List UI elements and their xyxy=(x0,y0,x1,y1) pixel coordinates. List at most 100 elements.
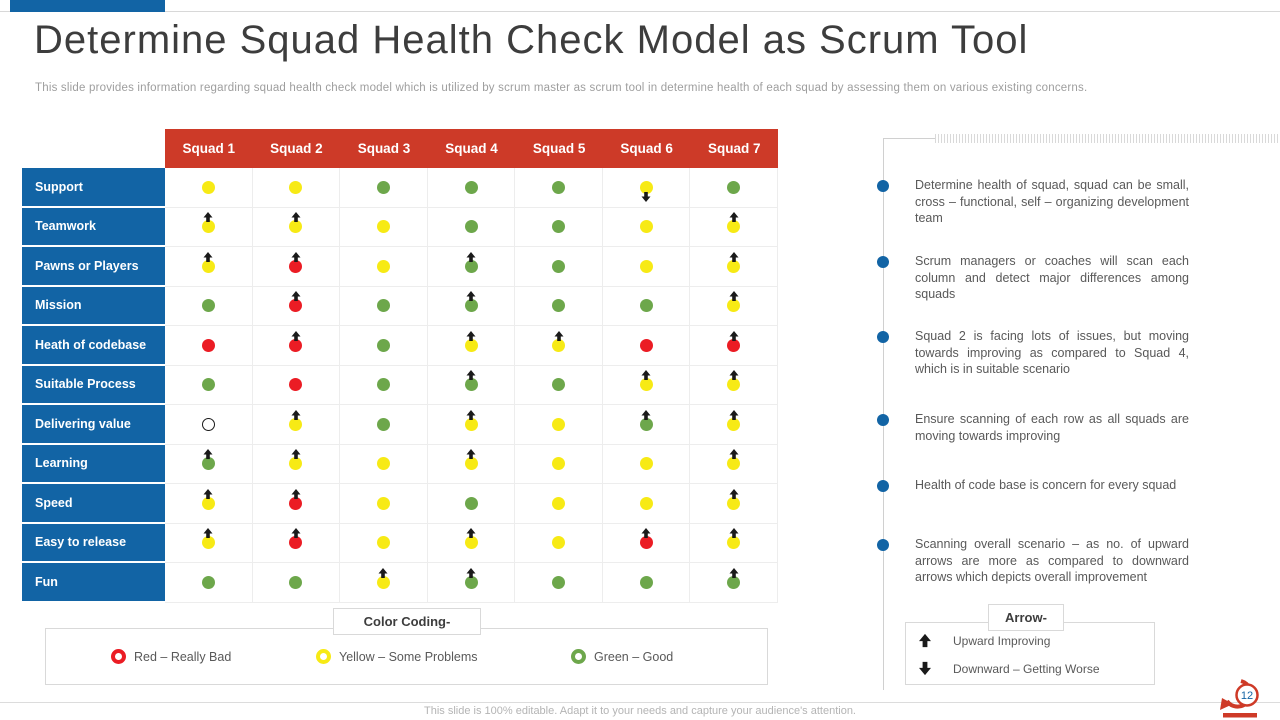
matrix-cell xyxy=(515,365,603,405)
matrix-cell xyxy=(602,523,691,563)
up-arrow-icon xyxy=(203,528,213,539)
status-dot-green xyxy=(727,180,741,194)
bullet-text: Ensure scanning of each row as all squad… xyxy=(915,412,1189,443)
bullet-text: Squad 2 is facing lots of issues, but mo… xyxy=(915,329,1189,376)
up-arrow-icon xyxy=(291,528,301,539)
up-arrow-icon xyxy=(918,633,931,648)
matrix-cell xyxy=(340,405,428,445)
matrix-cell xyxy=(515,247,603,287)
up-arrow-wrapper xyxy=(918,631,931,650)
status-dot-green xyxy=(464,370,478,392)
loop-arrowhead xyxy=(1220,698,1233,710)
matrix-cell xyxy=(252,326,341,366)
up-arrow-icon xyxy=(291,409,301,420)
up-arrow-icon xyxy=(378,567,388,578)
status-dot-yellow xyxy=(464,409,478,431)
status-dot-yellow xyxy=(552,457,566,471)
up-arrow-icon xyxy=(291,488,301,499)
status-dot-yellow xyxy=(639,370,653,392)
up-arrow-icon xyxy=(203,212,213,223)
top-divider-line xyxy=(0,11,1280,12)
matrix-cell xyxy=(690,207,779,247)
arrow-legend-label: Downward – Getting Worse xyxy=(953,661,1100,676)
matrix-cell xyxy=(602,444,691,484)
matrix-cell xyxy=(602,365,691,405)
table-row: Pawns or Players xyxy=(22,247,779,287)
status-dot-green xyxy=(376,180,390,194)
matrix-cell xyxy=(690,365,779,405)
matrix-cell xyxy=(252,207,341,247)
status-dot-yellow xyxy=(289,409,303,431)
status-dot-green xyxy=(552,220,566,234)
up-arrow-icon xyxy=(729,528,739,539)
up-arrow-icon xyxy=(466,409,476,420)
status-dot-green xyxy=(464,251,478,273)
status-dot-yellow xyxy=(289,449,303,471)
page-subtitle: This slide provides information regardin… xyxy=(35,82,1088,94)
status-dot-yellow xyxy=(201,251,215,273)
up-arrow-icon xyxy=(291,212,301,223)
bullet-item: Squad 2 is facing lots of issues, but mo… xyxy=(877,328,1189,378)
status-dot-red xyxy=(289,378,303,392)
matrix-cell xyxy=(340,523,428,563)
bullet-dot-icon xyxy=(877,180,889,192)
bullet-item: Scanning overall scenario – as no. of up… xyxy=(877,536,1189,586)
column-header: Squad 3 xyxy=(357,141,411,156)
color-coding-legend: Red – Really Bad Yellow – Some Problems Gr… xyxy=(45,628,768,685)
status-dot-yellow xyxy=(289,212,303,234)
status-dot-yellow xyxy=(464,449,478,471)
matrix-cell xyxy=(252,365,341,405)
matrix-cell xyxy=(252,405,341,445)
status-dot-green xyxy=(376,338,390,352)
health-check-matrix: Squad 1 Squad 2 Squad 3 Squad 4 Squad 5 Squad… xyxy=(22,129,779,603)
status-dot-green xyxy=(552,378,566,392)
matrix-cell xyxy=(515,563,603,603)
status-dot-yellow xyxy=(376,567,390,589)
status-dot-yellow xyxy=(464,330,478,352)
status-dot-yellow xyxy=(552,417,566,431)
status-dot-red xyxy=(289,528,303,550)
up-arrow-icon xyxy=(554,330,564,341)
status-dot-red xyxy=(289,488,303,510)
bullet-dot-icon xyxy=(877,480,889,492)
up-arrow-icon xyxy=(466,449,476,460)
matrix-cell xyxy=(165,168,253,208)
matrix-cell xyxy=(690,484,779,524)
panel-horizontal-line xyxy=(883,138,935,139)
matrix-cell xyxy=(165,444,253,484)
up-arrow-icon xyxy=(466,528,476,539)
status-dot-green xyxy=(639,299,653,313)
color-legend-item: Red – Really Bad xyxy=(111,649,231,664)
status-dot-green xyxy=(464,496,478,510)
matrix-cell xyxy=(165,286,253,326)
matrix-cell xyxy=(690,326,779,366)
matrix-cell xyxy=(690,168,779,208)
matrix-cell xyxy=(427,405,516,445)
matrix-cell xyxy=(165,405,253,445)
page-title: Determine Squad Health Check Model as Sc… xyxy=(34,18,1029,62)
up-arrow-icon xyxy=(466,291,476,302)
status-dot-yellow xyxy=(639,180,653,202)
table-row: Suitable Process xyxy=(22,365,779,405)
status-dot-green xyxy=(464,291,478,313)
up-arrow-icon xyxy=(291,251,301,262)
table-row: Fun xyxy=(22,563,779,603)
top-accent-bar xyxy=(10,0,165,12)
status-dot-yellow xyxy=(464,528,478,550)
matrix-cell xyxy=(427,365,516,405)
status-dot-green xyxy=(376,417,390,431)
matrix-cell xyxy=(690,523,779,563)
matrix-header-row: Squad 1 Squad 2 Squad 3 Squad 4 Squad 5 Squad… xyxy=(165,129,778,168)
slide-number-badge: 12 xyxy=(1220,679,1259,718)
status-dot-yellow xyxy=(376,457,390,471)
color-legend-item: Yellow – Some Problems xyxy=(316,649,478,664)
status-dot-red xyxy=(201,338,215,352)
status-dot-green xyxy=(552,259,566,273)
arrow-legend-item: Downward – Getting Worse xyxy=(918,659,1100,678)
up-arrow-icon xyxy=(291,449,301,460)
up-arrow-icon xyxy=(203,488,213,499)
matrix-cell xyxy=(252,523,341,563)
status-dot-green xyxy=(201,575,215,589)
matrix-cell xyxy=(602,207,691,247)
status-dot-yellow xyxy=(727,251,741,273)
